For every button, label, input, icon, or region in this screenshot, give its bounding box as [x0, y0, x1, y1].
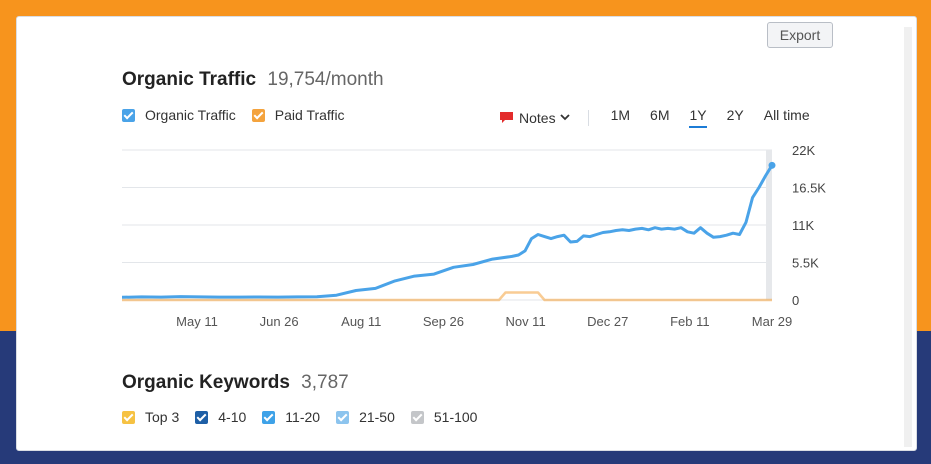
- current-period-shade: [766, 150, 772, 300]
- legend-paid-traffic[interactable]: Paid Traffic: [251, 107, 345, 123]
- y-tick-label: 16.5K: [792, 181, 826, 196]
- legend-21-50[interactable]: 21-50: [336, 409, 395, 425]
- traffic-legend: Organic Traffic Paid Traffic: [122, 107, 361, 123]
- legend-11-20[interactable]: 11-20: [262, 409, 320, 425]
- last-point-marker: [768, 161, 776, 169]
- legend-51-100[interactable]: 51-100: [410, 409, 478, 425]
- x-tick-label: Sep 26: [423, 314, 464, 329]
- period-6m[interactable]: 6M: [650, 107, 670, 123]
- legend-top-3[interactable]: Top 3: [122, 409, 179, 425]
- export-button[interactable]: Export: [767, 22, 833, 48]
- period-1m[interactable]: 1M: [610, 107, 631, 123]
- 11-20-checkbox[interactable]: [262, 410, 276, 424]
- legend-paid-traffic-label: Paid Traffic: [274, 107, 345, 123]
- y-tick-label: 11K: [792, 218, 814, 233]
- 51-100-checkbox[interactable]: [410, 410, 424, 424]
- organic-traffic-line: [121, 164, 774, 299]
- x-tick-label: Dec 27: [587, 314, 628, 329]
- legend-11-20-label: 11-20: [285, 409, 321, 425]
- x-tick-label: Aug 11: [341, 314, 381, 329]
- x-tick-label: Mar 29: [752, 314, 792, 329]
- period-divider: [587, 109, 589, 126]
- 21-50-checkbox[interactable]: [336, 410, 350, 424]
- paid-traffic-line: [122, 291, 772, 302]
- x-tick-label: Jun 26: [260, 314, 299, 329]
- 4-10-checkbox[interactable]: [195, 410, 209, 424]
- notes-label: Notes: [519, 109, 556, 126]
- organic-traffic-heading: Organic Traffic 19,754/month: [122, 69, 384, 91]
- period-all-time[interactable]: All time: [763, 107, 810, 123]
- organic-traffic-checkbox[interactable]: [122, 108, 135, 122]
- notes-icon: [500, 112, 513, 123]
- paid-traffic-checkbox[interactable]: [251, 108, 265, 122]
- scrollbar[interactable]: [904, 27, 912, 447]
- legend-top-3-label: Top 3: [145, 409, 180, 425]
- organic-report-card: Export Organic Traffic 19,754/month Orga…: [16, 16, 917, 451]
- organic-keywords-title: Organic Keywords: [122, 372, 290, 393]
- traffic-chart-svg: 22K 16.5K 11K 5.5K 0 May 11 Jun 26 Aug 11 Sep 26…: [121, 143, 826, 329]
- period-1y[interactable]: 1Y: [689, 107, 707, 128]
- legend-organic-traffic[interactable]: Organic Traffic: [122, 107, 236, 123]
- organic-keywords-heading: Organic Keywords 3,787: [122, 372, 349, 394]
- legend-21-50-label: 21-50: [359, 409, 395, 425]
- legend-4-10-label: 4-10: [218, 409, 247, 425]
- x-tick-label: Feb 11: [670, 314, 710, 329]
- legend-organic-traffic-label: Organic Traffic: [145, 107, 236, 123]
- chevron-down-icon: [559, 114, 570, 121]
- organic-traffic-title: Organic Traffic: [122, 69, 257, 90]
- period-selector: Notes 1M 6M 1Y 2Y All time: [499, 107, 820, 128]
- y-tick-label: 0: [792, 293, 799, 308]
- notes-dropdown[interactable]: Notes: [499, 110, 570, 126]
- legend-51-100-label: 51-100: [433, 409, 478, 425]
- organic-traffic-value: 19,754/month: [267, 69, 384, 90]
- organic-keywords-value: 3,787: [301, 372, 349, 393]
- organic-traffic-chart: 22K 16.5K 11K 5.5K 0 May 11 Jun 26 Aug 11 Sep 26…: [121, 142, 842, 332]
- x-tick-label: Nov 11: [505, 314, 545, 329]
- legend-4-10[interactable]: 4-10: [195, 409, 246, 425]
- y-tick-label: 22K: [792, 143, 815, 158]
- top-3-checkbox[interactable]: [122, 410, 135, 424]
- keywords-legend: Top 3 4-10 11-20 21-50 51-100: [122, 409, 493, 425]
- y-tick-label: 5.5K: [792, 256, 819, 271]
- period-2y[interactable]: 2Y: [726, 107, 744, 123]
- x-tick-label: May 11: [176, 314, 218, 329]
